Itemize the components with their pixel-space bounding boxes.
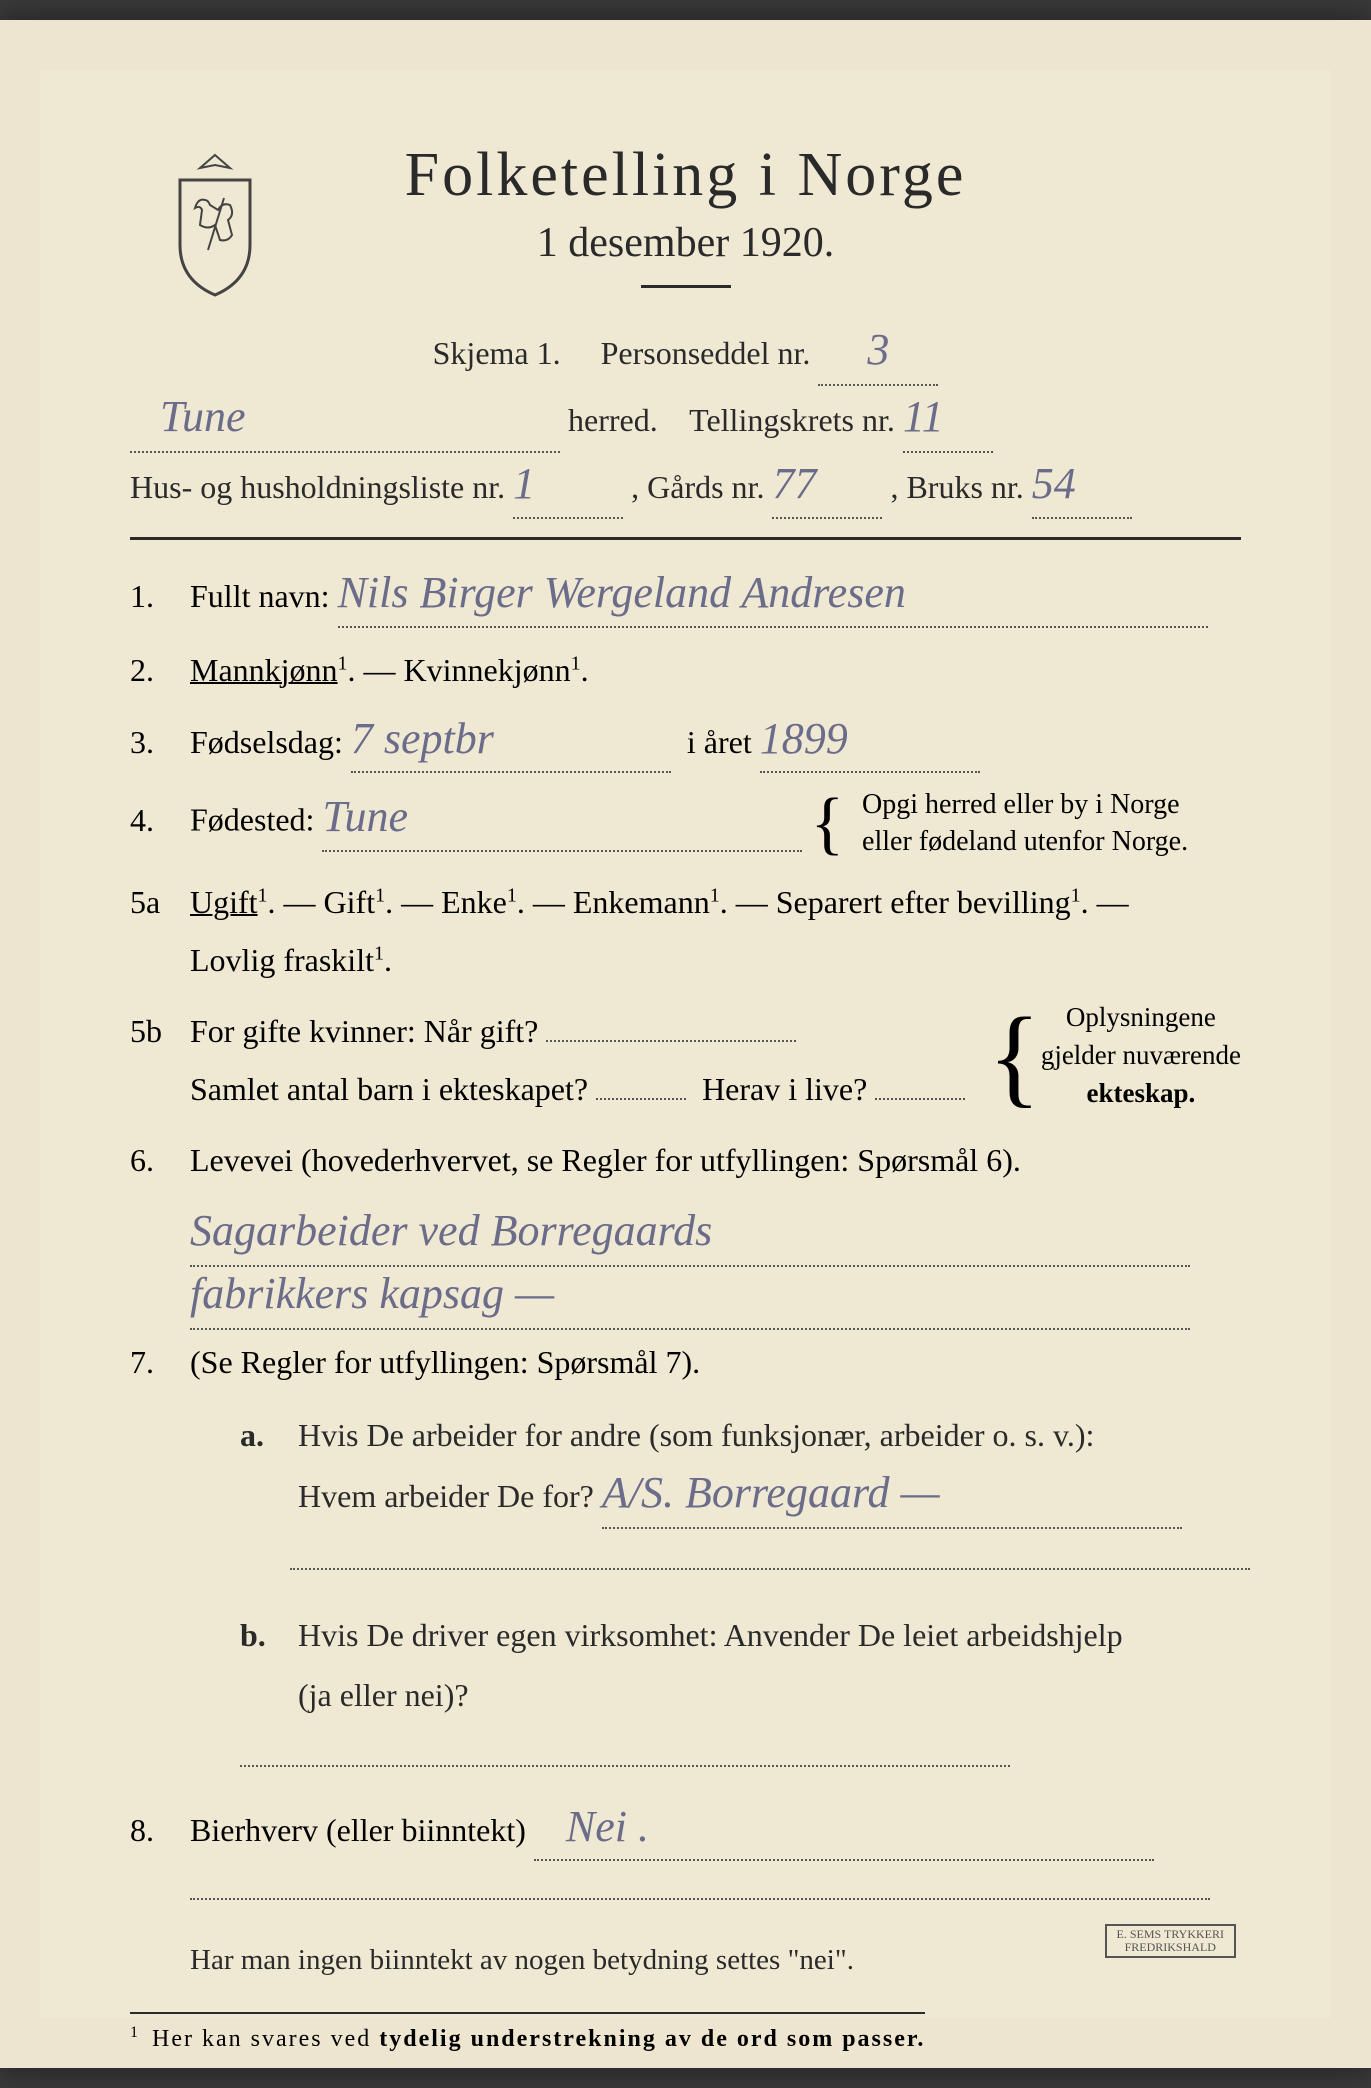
herred-line: Tune herred. Tellingskrets nr. 11 [130, 390, 1241, 453]
husliste-value: 1 [513, 462, 535, 506]
printer-stamp: E. SEMS TRYKKERI FREDRIKSHALD [1105, 1924, 1236, 1958]
q-num: 7. [130, 1344, 190, 1381]
question-5a: 5a Ugift1. — Gift1. — Enke1. — Enkemann1… [130, 874, 1241, 989]
q5b-note-l3: ekteskap. [1087, 1078, 1196, 1108]
q7b-l2: (ja eller nei)? [298, 1677, 469, 1713]
question-3: 3. Fødselsdag: 7 septbr i året 1899 [130, 714, 1241, 774]
sep: — [284, 884, 324, 920]
q5b-note-l2: gjelder nuværende [1041, 1040, 1241, 1070]
scanned-page: Folketelling i Norge 1 desember 1920. Sk… [0, 20, 1371, 2068]
divider-icon [641, 285, 731, 288]
sep: — [736, 884, 776, 920]
skjema-label: Skjema 1. [433, 335, 561, 371]
q5a-enkemann: Enkemann [573, 884, 710, 920]
q6-answer: Sagarbeider ved Borregaards fabrikkers k… [130, 1204, 1241, 1330]
q1-label: Fullt navn: [190, 578, 330, 614]
q5a-gift: Gift [324, 884, 376, 920]
stamp-l1: E. SEMS TRYKKERI [1117, 1927, 1224, 1941]
q-num: 6. [130, 1142, 190, 1179]
q3-year-label: i året [687, 724, 752, 760]
footnote-num: 1 [130, 2024, 138, 2041]
gards-value: 77 [772, 462, 816, 506]
q5a-ugift: Ugift [190, 884, 258, 920]
q7a: a. Hvis De arbeider for andre (som funks… [130, 1405, 1241, 1589]
q7a-l1: Hvis De arbeider for andre (som funksjon… [298, 1417, 1094, 1453]
main-title: Folketelling i Norge [130, 140, 1241, 211]
q-num: 8. [130, 1812, 190, 1849]
q6-label: Levevei (hovederhvervet, se Regler for u… [190, 1142, 1021, 1178]
q6-v2: fabrikkers kapsag — [190, 1272, 554, 1316]
question-1: 1. Fullt navn: Nils Birger Wergeland And… [130, 568, 1241, 628]
herred-value: Tune [160, 395, 246, 439]
document-inner: Folketelling i Norge 1 desember 1920. Sk… [40, 70, 1331, 2018]
question-2: 2. Mannkjønn1. — Kvinnekjønn1. [130, 642, 1241, 700]
q7a-letter: a. [240, 1405, 290, 1466]
q5b-note: Oplysningene gjelder nuværende ekteskap. [1041, 999, 1241, 1112]
bruks-value: 54 [1032, 462, 1076, 506]
q-num: 1. [130, 578, 190, 615]
q5b-l2b: Herav i live? [702, 1071, 867, 1107]
question-5b: 5b For gifte kvinner: Når gift? Samlet a… [130, 1003, 1241, 1118]
q4-note-l1: Opgi herred eller by i Norge [862, 789, 1180, 820]
q5b-l2: Samlet antal barn i ekteskapet? [190, 1071, 588, 1107]
q3-label: Fødselsdag: [190, 724, 343, 760]
q8-note: Har man ingen biinntekt av nogen betydni… [130, 1933, 1241, 1988]
question-6: 6. Levevei (hovederhvervet, se Regler fo… [130, 1132, 1241, 1190]
q5a-enke: Enke [441, 884, 507, 920]
husliste-label: Hus- og husholdningsliste nr. [130, 469, 505, 505]
q5a-fraskilt: Lovlig fraskilt [190, 942, 374, 978]
q4-label: Fødested: [190, 802, 314, 838]
herred-label: herred. [568, 402, 658, 438]
footnote: 1 Her kan svares ved tydelig understrekn… [130, 2012, 925, 2053]
q5b-brace: { Oplysningene gjelder nuværende ekteska… [988, 999, 1241, 1112]
q8-label: Bierhverv (eller biinntekt) [190, 1812, 526, 1848]
q7a-l2: Hvem arbeider De for? [298, 1478, 594, 1514]
q6-v1: Sagarbeider ved Borregaards [190, 1209, 712, 1253]
q1-value: Nils Birger Wergeland Andresen [338, 571, 906, 615]
bruks-label: , Bruks nr. [890, 469, 1023, 505]
q7a-value: A/S. Borregaard — [602, 1471, 940, 1515]
sep: — [401, 884, 441, 920]
coat-of-arms-icon [160, 150, 270, 300]
q3-year: 1899 [760, 717, 848, 761]
q4-note: Opgi herred eller by i Norge eller fødel… [862, 787, 1188, 860]
brace-icon: { [988, 1012, 1041, 1100]
divider-icon [130, 537, 1241, 540]
q-num: 5b [130, 1013, 190, 1050]
q4-value: Tune [322, 795, 408, 839]
q3-day: 7 septbr [351, 717, 494, 761]
question-4: 4. Fødested: Tune { Opgi herred eller by… [130, 787, 1241, 860]
brace-icon: { [810, 796, 844, 852]
personseddel-value: 3 [867, 328, 889, 372]
q5a-separert: Separert efter bevilling [776, 884, 1071, 920]
sep: — [364, 652, 404, 688]
question-8: 8. Bierhverv (eller biinntekt) Nei . [130, 1802, 1241, 1919]
q-num: 5a [130, 884, 190, 921]
q2-kvinne: Kvinnekjønn [404, 652, 571, 688]
tellingskrets-value: 11 [903, 395, 944, 439]
header: Folketelling i Norge 1 desember 1920. [130, 140, 1241, 288]
q8-value: Nei . [566, 1805, 649, 1849]
q5b-l1: For gifte kvinner: Når gift? [190, 1013, 538, 1049]
question-7: 7. (Se Regler for utfyllingen: Spørsmål … [130, 1334, 1241, 1392]
footnote-text: Her kan svares ved tydelig understreknin… [152, 2026, 925, 2052]
q7b-letter: b. [240, 1605, 290, 1666]
q-num: 4. [130, 802, 190, 839]
q5b-note-l1: Oplysningene [1066, 1002, 1216, 1032]
stamp-l2: FREDRIKSHALD [1125, 1940, 1216, 1954]
gards-label: , Gårds nr. [631, 469, 764, 505]
q-num: 2. [130, 652, 190, 689]
q7b: b. Hvis De driver egen virksomhet: Anven… [130, 1605, 1241, 1787]
q7b-l1: Hvis De driver egen virksomhet: Anvender… [298, 1617, 1123, 1653]
q-num: 3. [130, 724, 190, 761]
q4-note-l2: eller fødeland utenfor Norge. [862, 826, 1188, 857]
personseddel-label: Personseddel nr. [601, 335, 811, 371]
subtitle: 1 desember 1920. [130, 219, 1241, 267]
q7-label: (Se Regler for utfyllingen: Spørsmål 7). [190, 1344, 700, 1380]
husliste-line: Hus- og husholdningsliste nr. 1 , Gårds … [130, 457, 1241, 520]
tellingskrets-label: Tellingskrets nr. [689, 402, 895, 438]
skjema-line: Skjema 1. Personseddel nr. 3 [130, 323, 1241, 386]
sep: — [533, 884, 573, 920]
q2-mann: Mannkjønn [190, 652, 338, 688]
